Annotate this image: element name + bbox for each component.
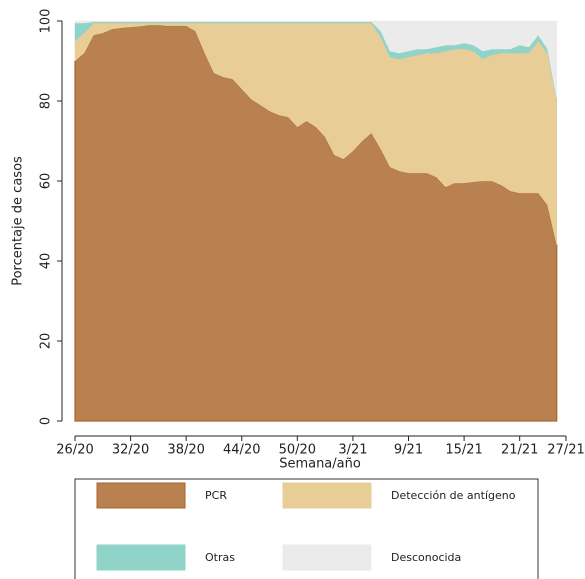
x-tick-label: 32/20 xyxy=(112,443,149,458)
y-tick-label: 80 xyxy=(39,93,54,110)
x-tick-label: 26/20 xyxy=(56,443,93,458)
x-tick-label: 50/20 xyxy=(279,443,316,458)
legend-label: PCR xyxy=(205,489,227,502)
legend-box xyxy=(74,478,539,579)
legend-label: Otras xyxy=(205,551,235,564)
y-tick-label: 100 xyxy=(39,9,54,34)
legend-swatch xyxy=(96,544,186,571)
x-tick-label: 9/21 xyxy=(394,443,423,458)
area xyxy=(74,20,557,100)
y-axis-label: Porcentaje de casos xyxy=(11,156,26,286)
legend-label: Detección de antígeno xyxy=(391,489,516,502)
y-tick-label: 60 xyxy=(39,173,54,190)
legend-swatch xyxy=(96,482,186,509)
x-axis-label: Semana/año xyxy=(279,457,361,472)
x-tick-label: 44/20 xyxy=(223,443,260,458)
x-tick-label: 15/21 xyxy=(445,443,482,458)
x-tick-label: 38/20 xyxy=(167,443,204,458)
legend-swatch xyxy=(282,544,372,571)
x-tick-label: 3/21 xyxy=(338,443,367,458)
x-tick-label: 21/21 xyxy=(501,443,538,458)
y-tick-label: 0 xyxy=(39,417,54,425)
y-tick-label: 20 xyxy=(39,333,54,350)
legend-label: Desconocida xyxy=(391,551,461,564)
legend-swatch xyxy=(282,482,372,509)
y-tick-label: 40 xyxy=(39,253,54,270)
x-tick-label: 27/21 xyxy=(547,443,584,458)
